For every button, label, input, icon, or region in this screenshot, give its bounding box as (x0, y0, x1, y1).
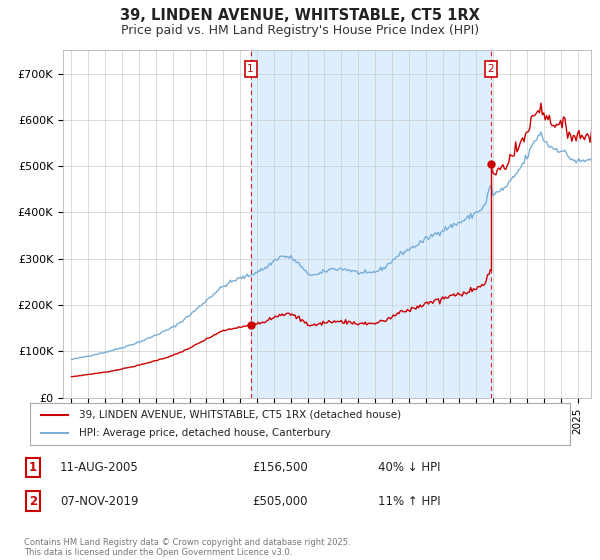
Text: HPI: Average price, detached house, Canterbury: HPI: Average price, detached house, Cant… (79, 428, 331, 438)
Text: 1: 1 (29, 461, 37, 474)
Text: 40% ↓ HPI: 40% ↓ HPI (378, 461, 440, 474)
Text: Contains HM Land Registry data © Crown copyright and database right 2025.
This d: Contains HM Land Registry data © Crown c… (24, 538, 350, 557)
Text: £505,000: £505,000 (252, 494, 308, 508)
Text: 2: 2 (487, 64, 494, 74)
Text: 11% ↑ HPI: 11% ↑ HPI (378, 494, 440, 508)
Text: £156,500: £156,500 (252, 461, 308, 474)
Text: 11-AUG-2005: 11-AUG-2005 (60, 461, 139, 474)
Text: 39, LINDEN AVENUE, WHITSTABLE, CT5 1RX: 39, LINDEN AVENUE, WHITSTABLE, CT5 1RX (120, 8, 480, 24)
Text: 39, LINDEN AVENUE, WHITSTABLE, CT5 1RX (detached house): 39, LINDEN AVENUE, WHITSTABLE, CT5 1RX (… (79, 410, 401, 420)
Text: Price paid vs. HM Land Registry's House Price Index (HPI): Price paid vs. HM Land Registry's House … (121, 24, 479, 36)
Text: 1: 1 (247, 64, 254, 74)
Text: 07-NOV-2019: 07-NOV-2019 (60, 494, 139, 508)
Bar (251, 50, 491, 398)
Text: 2: 2 (29, 494, 37, 508)
